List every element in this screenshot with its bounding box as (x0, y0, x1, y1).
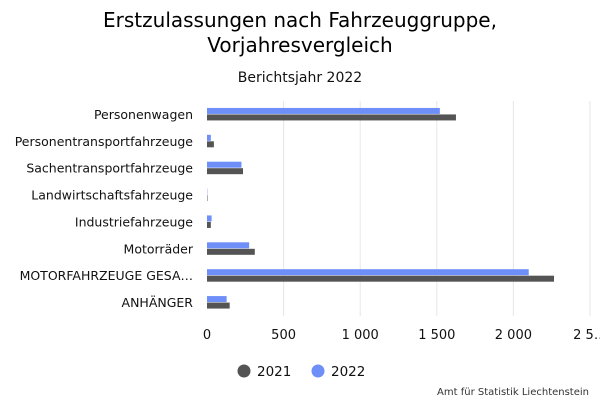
category-label: MOTORFAHRZEUGE GESA… (20, 268, 193, 283)
bar-2022[interactable] (207, 242, 250, 249)
legend-marker-2021[interactable] (237, 364, 251, 378)
x-tick-label: 2 5… (573, 328, 600, 343)
legend[interactable]: 2021 2022 (237, 364, 366, 380)
category-label: ANHÄNGER (122, 295, 194, 310)
category-label: Motorräder (124, 241, 194, 256)
bar-2022[interactable] (207, 161, 242, 168)
category-axis: Personenwagen Personentransportfahrzeuge S… (15, 107, 194, 310)
credits[interactable]: Amt für Statistik Liechtenstein (437, 387, 589, 398)
category-label: Landwirtschaftsfahrzeuge (31, 188, 193, 203)
category-label: Sachentransportfahrzeuge (26, 161, 193, 176)
bar-2022[interactable] (207, 215, 212, 222)
category-label: Personenwagen (94, 107, 193, 122)
category-label: Personentransportfahrzeuge (15, 134, 194, 149)
bar-2022[interactable] (207, 134, 211, 141)
x-tick-label: 1 500 (418, 328, 455, 343)
x-tick-label: 1 000 (342, 328, 379, 343)
bar-2021[interactable] (207, 141, 214, 148)
x-tick-label: 0 (203, 328, 211, 343)
legend-label-2021[interactable]: 2021 (257, 364, 291, 380)
chart-title-line-2: Vorjahresvergleich (207, 33, 392, 57)
bar-2021[interactable] (207, 114, 456, 121)
category-label: Industriefahrzeuge (75, 214, 193, 229)
bar-2022[interactable] (207, 296, 227, 303)
chart-title-line-1: Erstzulassungen nach Fahrzeuggruppe, (103, 8, 497, 32)
bar-2021[interactable] (207, 302, 230, 309)
x-tick-label: 2 000 (495, 328, 532, 343)
bar-2021[interactable] (207, 221, 211, 228)
value-axis: 0 500 1 000 1 500 2 000 2 5… (203, 328, 600, 343)
bar-2021[interactable] (207, 168, 244, 175)
legend-label-2022[interactable]: 2022 (331, 364, 365, 380)
grid (283, 101, 591, 316)
bar-2021[interactable] (207, 275, 554, 282)
bar-2022[interactable] (207, 107, 440, 114)
x-tick-label: 500 (271, 328, 296, 343)
chart-subtitle: Berichtsjahr 2022 (238, 70, 362, 86)
legend-marker-2022[interactable] (311, 364, 325, 378)
bar-2021[interactable] (207, 248, 255, 255)
bar-2022[interactable] (207, 269, 529, 276)
bars (207, 107, 554, 309)
